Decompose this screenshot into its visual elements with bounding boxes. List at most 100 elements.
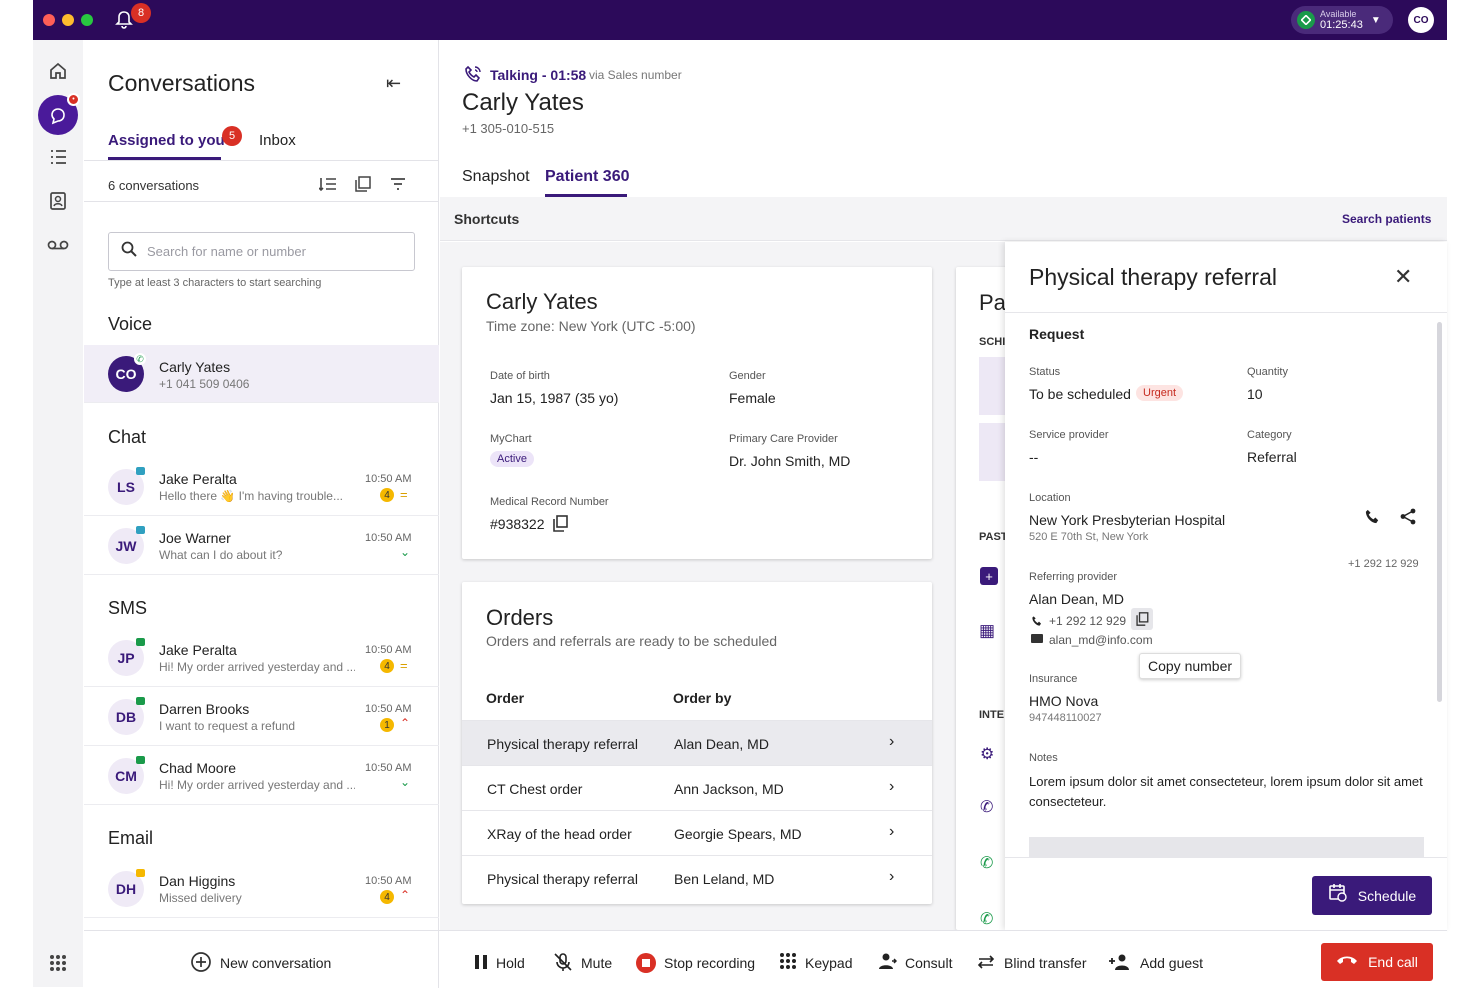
tab-patient-360[interactable]: Patient 360	[545, 168, 630, 185]
sort-list-icon[interactable]	[318, 176, 337, 197]
shortcuts-title: Shortcuts	[454, 211, 520, 227]
apps-grid-icon[interactable]	[33, 948, 83, 978]
timestamp: 10:50 AM	[365, 532, 412, 544]
location-phone: +1 292 12 929	[1348, 558, 1419, 570]
chevron-right-icon: ›	[889, 733, 895, 750]
list-item[interactable]: CM Chad Moore Hi! My order arrived yeste…	[84, 747, 439, 805]
avatar: DB	[108, 699, 144, 735]
hold-label: Hold	[496, 955, 525, 971]
phone-icon: ✆	[134, 353, 146, 365]
queue-list-icon[interactable]	[33, 142, 83, 172]
shortcuts-bar: Shortcuts Search patients	[440, 197, 1447, 241]
avatar: JP	[108, 640, 144, 676]
hold-button[interactable]: Hold	[474, 952, 525, 974]
calendar-add-icon	[1328, 883, 1348, 908]
avatar: JW	[108, 528, 144, 564]
list-item[interactable]: CO ✆ Carly Yates +1 041 509 0406	[84, 345, 439, 403]
mute-button[interactable]: Mute	[553, 952, 612, 974]
add-circle-icon	[190, 951, 212, 976]
user-avatar[interactable]: CO	[1408, 7, 1434, 33]
category-value: Referral	[1247, 449, 1297, 465]
conversations-icon[interactable]: •	[38, 93, 80, 135]
category-label: Category	[1247, 429, 1292, 441]
incoming-call-icon: ✆	[980, 799, 994, 816]
filter-icon[interactable]	[390, 177, 406, 196]
blind-transfer-label: Blind transfer	[1004, 955, 1087, 971]
minimize-window-icon[interactable]	[62, 14, 74, 26]
scrollbar[interactable]	[1437, 322, 1442, 702]
referring-provider-label: Referring provider	[1029, 571, 1118, 583]
copy-number-icon[interactable]	[1131, 608, 1153, 630]
order-name: CT Chest order	[487, 781, 583, 797]
column-header-order: Order	[486, 690, 525, 706]
dob-label: Date of birth	[490, 370, 550, 382]
copy-icon[interactable]	[552, 515, 568, 537]
list-item[interactable]: JP Jake Peralta Hi! My order arrived yes…	[84, 629, 439, 687]
availability-status-button[interactable]: Available 01:25:43 ▼	[1291, 6, 1393, 34]
keypad-icon	[779, 952, 797, 975]
available-status-icon	[1297, 11, 1315, 29]
select-multiple-icon[interactable]	[355, 176, 371, 197]
new-conversation-button[interactable]: New conversation	[190, 951, 331, 976]
close-window-icon[interactable]	[43, 14, 55, 26]
chat-channel-icon	[136, 526, 145, 534]
chevron-down-icon: ▼	[1370, 14, 1381, 26]
close-icon[interactable]: ✕	[1394, 264, 1413, 289]
service-provider-label: Service provider	[1029, 429, 1109, 441]
section-voice: Voice	[108, 314, 153, 334]
list-item[interactable]: JW Joe Warner What can I do about it? 10…	[84, 517, 439, 575]
pcp-label: Primary Care Provider	[729, 433, 838, 445]
table-row[interactable]: Physical therapy referral Alan Dean, MD …	[462, 721, 932, 766]
contact-name: Carly Yates	[159, 359, 231, 375]
list-item[interactable]: DB Darren Brooks I want to request a ref…	[84, 688, 439, 746]
table-row[interactable]: CT Chest order Ann Jackson, MD ›	[462, 766, 932, 811]
priority-low-icon: ⌄	[400, 545, 411, 559]
contact-name: Dan Higgins	[159, 873, 236, 889]
end-call-button[interactable]: End call	[1321, 943, 1433, 981]
contacts-icon[interactable]	[33, 186, 83, 216]
tab-assigned-to-you[interactable]: Assigned to you	[108, 132, 225, 149]
referring-provider-email[interactable]: alan_md@info.com	[1049, 633, 1153, 647]
contact-preview: Hi! My order arrived yesterday and ...	[159, 778, 355, 792]
gender-value: Female	[729, 390, 776, 406]
zoom-window-icon[interactable]	[81, 14, 93, 26]
tab-inbox[interactable]: Inbox	[259, 132, 296, 149]
location-value: New York Presbyterian Hospital	[1029, 512, 1226, 528]
home-icon[interactable]	[33, 56, 83, 86]
notification-bell-icon[interactable]	[115, 10, 133, 35]
avatar: LS	[108, 469, 144, 505]
caller-name: Carly Yates	[462, 89, 584, 116]
call-controls-bar	[84, 930, 1447, 988]
share-icon[interactable]	[1400, 508, 1417, 530]
tab-snapshot[interactable]: Snapshot	[462, 168, 530, 185]
quantity-value: 10	[1247, 386, 1263, 402]
search-patients-link[interactable]: Search patients	[1342, 212, 1432, 226]
schedule-button[interactable]: Schedule	[1312, 876, 1432, 915]
table-row[interactable]: XRay of the head order Georgie Spears, M…	[462, 811, 932, 856]
conversations-alert-badge: •	[67, 93, 80, 106]
title-bar: 8 Available 01:25:43 ▼ CO	[33, 0, 1447, 40]
add-guest-button[interactable]: Add guest	[1108, 952, 1203, 974]
order-name: Physical therapy referral	[487, 736, 638, 752]
voicemail-icon[interactable]	[33, 230, 83, 260]
consult-button[interactable]: Consult	[877, 952, 952, 974]
timestamp: 10:50 AM	[365, 703, 412, 715]
location-label: Location	[1029, 492, 1071, 504]
search-input[interactable]: Search for name or number	[108, 232, 415, 271]
list-item[interactable]: LS Jake Peralta Hello there 👋 I'm having…	[84, 458, 439, 516]
stop-recording-button[interactable]: Stop recording	[636, 952, 755, 974]
mrn-value: #938322	[490, 516, 545, 532]
attachment-preview	[1029, 837, 1424, 857]
list-item[interactable]: DH Dan Higgins Missed delivery 10:50 AM …	[84, 860, 439, 918]
service-provider-value: --	[1029, 449, 1039, 465]
keypad-button[interactable]: Keypad	[779, 952, 852, 974]
table-row[interactable]: Physical therapy referral Ben Leland, MD…	[462, 856, 932, 901]
blind-transfer-button[interactable]: Blind transfer	[976, 952, 1086, 974]
call-status: Talking - 01:58	[490, 67, 587, 83]
unread-count: 4	[380, 890, 394, 904]
phone-icon[interactable]	[1364, 508, 1381, 530]
status-value: To be scheduled	[1029, 386, 1131, 402]
collapse-panel-icon[interactable]: ⇤	[386, 73, 402, 93]
priority-medium-icon: =	[400, 487, 408, 502]
status-label: Available	[1320, 9, 1357, 19]
